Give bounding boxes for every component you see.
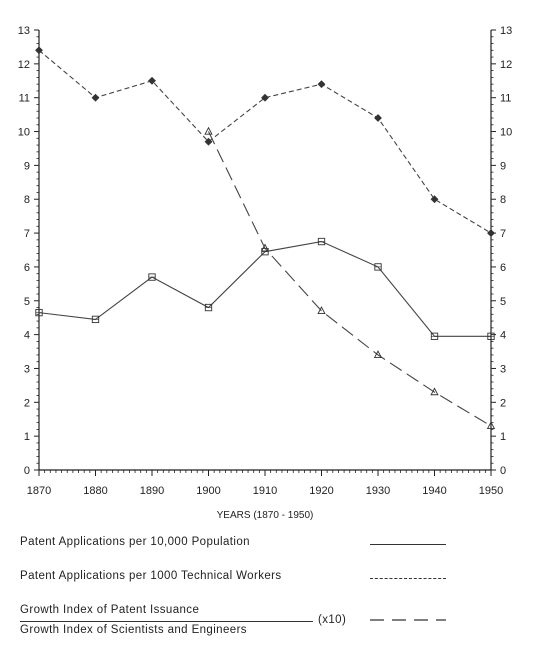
y-tick-label-right: 11	[500, 93, 511, 105]
data-point-diamond	[374, 114, 382, 122]
y-tick-label-right: 3	[500, 363, 506, 375]
series-line-1	[38, 240, 491, 337]
x-tick-label: 1890	[140, 485, 164, 497]
legend-line-solid	[370, 544, 446, 545]
y-tick-label-right: 0	[500, 465, 506, 477]
legend-label-technical-workers: Patent Applications per 1000 Technical W…	[20, 570, 282, 582]
y-tick-label-right: 9	[500, 160, 506, 172]
data-point-triangle	[486, 421, 496, 430]
series-line-3	[208, 131, 492, 427]
y-tick-label-left: 8	[24, 194, 30, 206]
data-point-diamond	[91, 93, 100, 102]
data-point-triangle	[317, 306, 326, 314]
data-point-diamond	[487, 229, 495, 238]
data-point-diamond	[148, 76, 156, 85]
data-point-diamond	[430, 195, 439, 204]
x-tick-label: 1950	[479, 485, 503, 497]
y-tick-label-left: 2	[24, 397, 30, 409]
data-point-triangle	[260, 243, 270, 252]
data-point-diamond	[35, 46, 43, 55]
chart-series	[35, 46, 496, 430]
legend-line-short-dash	[370, 578, 446, 579]
y-tick-label-right: 12	[500, 59, 512, 71]
legend-label-denominator: Growth Index of Scientists and Engineers	[20, 624, 247, 636]
series-line-2	[38, 49, 492, 234]
legend-fraction-denominator: Growth Index of Scientists and Engineers	[20, 624, 247, 636]
legend-fraction-bar	[20, 621, 313, 622]
y-tick-label-right: 10	[500, 127, 512, 139]
data-point-triangle	[204, 126, 213, 135]
x-tick-label: 1900	[196, 485, 220, 497]
data-point-diamond	[317, 80, 326, 89]
x-axis-title: YEARS (1870 - 1950)	[217, 510, 314, 520]
x-tick-label: 1910	[253, 485, 277, 497]
y-tick-label-right: 13	[500, 25, 512, 37]
legend-multiplier: (x10)	[318, 614, 347, 626]
legend-fraction-numerator: Growth Index of Patent Issuance	[20, 604, 199, 616]
y-tick-label-left: 1	[24, 431, 30, 443]
y-tick-label-right: 5	[500, 296, 506, 308]
legend-item-technical-workers: Patent Applications per 1000 Technical W…	[20, 570, 282, 582]
y-tick-label-left: 10	[18, 127, 30, 139]
data-point-triangle	[430, 387, 439, 396]
data-point-diamond	[261, 93, 269, 102]
x-tick-label: 1920	[309, 485, 333, 497]
y-tick-label-left: 0	[24, 465, 30, 477]
y-tick-label-left: 5	[24, 296, 30, 308]
y-tick-label-right: 8	[500, 194, 506, 206]
y-tick-label-left: 9	[24, 160, 30, 172]
legend-item-population: Patent Applications per 10,000 Populatio…	[20, 536, 250, 548]
legend-line-long-dash	[370, 619, 446, 621]
data-point-triangle	[373, 350, 383, 358]
y-tick-label-left: 7	[24, 228, 30, 240]
y-tick-label-left: 6	[24, 262, 30, 274]
data-point-diamond	[204, 137, 213, 146]
y-tick-label-left: 13	[18, 25, 30, 37]
legend-label-numerator: Growth Index of Patent Issuance	[20, 604, 200, 616]
y-tick-label-right: 1	[500, 431, 506, 443]
y-tick-label-right: 7	[500, 228, 506, 240]
y-tick-label-left: 4	[24, 330, 30, 342]
y-tick-label-right: 4	[500, 330, 506, 342]
y-tick-label-left: 3	[24, 363, 30, 375]
y-tick-label-right: 6	[500, 262, 506, 274]
y-tick-label-left: 11	[19, 93, 30, 105]
y-tick-label-right: 2	[500, 397, 506, 409]
x-tick-label: 1870	[27, 485, 51, 497]
x-tick-label: 1880	[83, 485, 107, 497]
legend-label-population: Patent Applications per 10,000 Populatio…	[20, 536, 250, 548]
x-tick-label: 1930	[366, 485, 390, 497]
x-tick-label: 1940	[422, 485, 446, 497]
y-tick-label-left: 12	[18, 59, 30, 71]
